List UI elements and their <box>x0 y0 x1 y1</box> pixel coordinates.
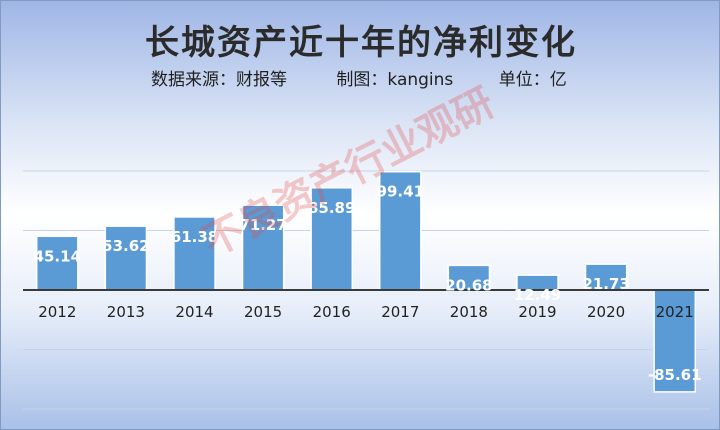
x-tick-2019: 2019 <box>518 303 556 321</box>
value-label-2017: 99.41 <box>377 183 424 201</box>
value-label-2018: 20.68 <box>445 276 492 294</box>
x-tick-2021: 2021 <box>656 303 694 321</box>
x-tick-labels: 2012 2013 2014 2015 2016 2017 2018 2019 2020 2021 <box>38 303 694 321</box>
x-tick-2013: 2013 <box>107 303 145 321</box>
x-tick-2016: 2016 <box>313 303 351 321</box>
value-label-2019: 12.49 <box>514 286 561 304</box>
maker-note: 制图：kangins <box>336 70 454 90</box>
value-label-2020: 21.73 <box>582 275 629 293</box>
x-tick-2020: 2020 <box>587 303 625 321</box>
value-label-2012: 45.14 <box>34 247 81 265</box>
unit-note: 单位：亿 <box>498 70 567 90</box>
bar-2015 <box>241 204 285 291</box>
value-label-2015: 71.27 <box>239 216 286 234</box>
x-tick-2014: 2014 <box>175 303 213 321</box>
x-tick-2015: 2015 <box>244 303 282 321</box>
bar-2013 <box>104 225 148 291</box>
value-label-2013: 53.62 <box>102 237 149 255</box>
chart-subtitle: 数据来源：财报等 制图：kangins 单位：亿 <box>151 65 567 90</box>
source-note: 数据来源：财报等 <box>151 70 287 90</box>
value-labels: 45.14 53.62 61.38 71.27 85.89 99.41 20.68 12.49… <box>34 183 702 384</box>
bar-2012 <box>35 235 79 291</box>
x-tick-2017: 2017 <box>381 303 419 321</box>
x-tick-2018: 2018 <box>450 303 488 321</box>
bars <box>35 170 697 393</box>
bar-2018 <box>447 264 491 291</box>
value-label-2016: 85.89 <box>308 199 355 217</box>
value-label-2014: 61.38 <box>171 228 218 246</box>
x-tick-2012: 2012 <box>38 303 76 321</box>
value-label-2021: -85.61 <box>648 366 702 384</box>
chart-title: 长城资产近十年的净利变化 <box>145 23 577 63</box>
